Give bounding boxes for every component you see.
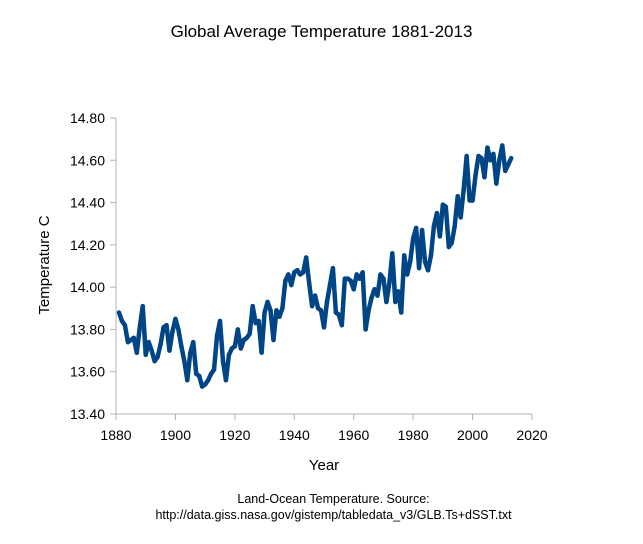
line-segment — [449, 223, 457, 245]
line-segment — [470, 172, 478, 203]
line-segment — [330, 265, 339, 315]
line-segment — [437, 202, 446, 239]
line-segment — [464, 153, 472, 203]
line-segment — [158, 325, 166, 347]
line-segment — [179, 344, 187, 364]
line-segment — [324, 282, 333, 305]
y-tick-label: 13.40 — [70, 406, 105, 422]
y-tick-label: 14.60 — [70, 152, 105, 168]
x-tick-label: 2000 — [457, 427, 488, 443]
y-tick-label: 14.40 — [70, 195, 105, 211]
line-segment — [407, 236, 416, 265]
line-segment — [250, 303, 258, 326]
axes — [110, 117, 533, 420]
line-segment — [494, 158, 502, 186]
line-segment — [223, 352, 232, 383]
source-caption: Land-Ocean Temperature. Source: http://d… — [0, 491, 643, 523]
line-segment — [191, 339, 199, 377]
caption-line-1: Land-Ocean Temperature. Source: — [237, 492, 430, 506]
line-segment — [280, 278, 288, 311]
line-segment — [259, 310, 267, 355]
line-segment — [122, 322, 131, 345]
line-segment — [271, 308, 279, 343]
line-segment — [458, 187, 466, 220]
x-tick-label: 1940 — [279, 427, 310, 443]
line-segment — [363, 308, 371, 332]
series-line — [116, 143, 514, 389]
line-segment — [185, 350, 193, 383]
y-axis-label: Temperature C — [36, 215, 53, 314]
line-segment — [428, 223, 437, 258]
line-segment — [134, 325, 143, 355]
x-tick-label: 1920 — [219, 427, 250, 443]
line-segment — [390, 251, 398, 305]
y-tick-label: 13.80 — [70, 321, 105, 337]
line-segment — [339, 276, 348, 328]
line-segment — [425, 253, 434, 273]
x-tick-label: 1960 — [338, 427, 369, 443]
line-segment — [443, 204, 452, 250]
y-tick-label: 14.80 — [70, 110, 105, 126]
x-tick-label: 2020 — [516, 427, 547, 443]
tick-labels: 13.40 13.60 13.80 14.00 14.20 14.40 14.60 14.80… — [70, 110, 548, 443]
y-tick-label: 14.00 — [70, 279, 105, 295]
line-segment — [303, 255, 312, 286]
line-segment — [473, 153, 481, 178]
line-segment — [321, 299, 330, 330]
line-segment — [384, 280, 392, 305]
line-segment — [140, 303, 148, 358]
line-segment — [419, 227, 428, 265]
x-tick-label: 1980 — [398, 427, 429, 443]
caption-line-2: http://data.giss.nasa.gov/gistemp/tabled… — [155, 508, 512, 522]
y-tick-label: 14.20 — [70, 237, 105, 253]
line-segment — [505, 155, 514, 167]
x-tick-label: 1880 — [100, 427, 131, 443]
line-segment — [211, 333, 220, 372]
y-tick-label: 13.60 — [70, 364, 105, 380]
line-segment — [167, 329, 175, 353]
line-segment — [217, 318, 226, 364]
x-axis-label: Year — [309, 457, 339, 474]
chart-title: Global Average Temperature 1881-2013 — [170, 22, 473, 41]
line-segment — [176, 327, 184, 349]
x-tick-label: 1900 — [160, 427, 191, 443]
line-segment — [375, 272, 383, 298]
